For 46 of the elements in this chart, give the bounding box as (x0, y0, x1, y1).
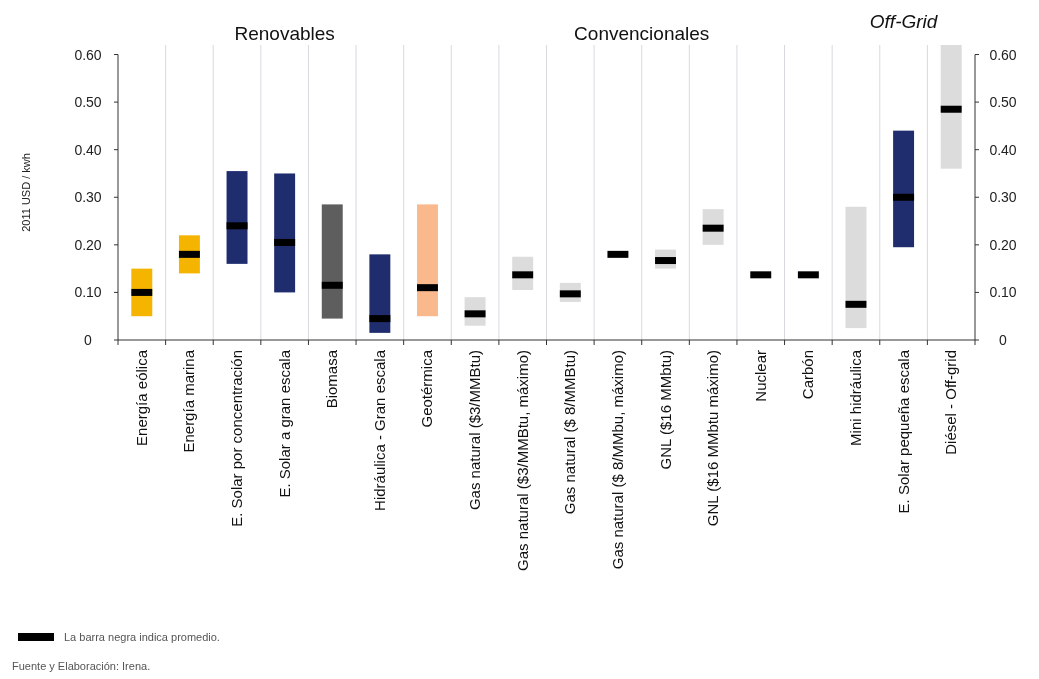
text: Off-Grid (869, 11, 939, 32)
bar (369, 254, 391, 333)
x-tick-label: E. Solar por concentración (228, 350, 246, 527)
x-tick-label: GNL ($16 MMbtu máximo) (704, 350, 722, 527)
y-tick-label: 0 (84, 332, 93, 348)
y-tick-label: 0.50 (74, 94, 102, 111)
y2-tick-label: 0.30 (989, 189, 1017, 206)
y-tick-label: 0.10 (74, 284, 102, 301)
x-tick-label: Nuclear (751, 350, 769, 402)
source-note: Fuente y Elaboración: Irena. (12, 660, 151, 672)
x-tick-label: Carbón (799, 350, 817, 400)
y2-tick-label: 0.50 (989, 94, 1017, 111)
text: Renovables (234, 23, 335, 44)
y2-tick-label: 0.20 (989, 236, 1017, 253)
text: Convencionales (574, 23, 710, 44)
x-tick-label: Energía marina (180, 349, 198, 453)
y-tick-label: 0.60 (74, 46, 102, 63)
legend-label: La barra negra indica promedio. (64, 631, 220, 643)
x-tick-label: Diésel - Off-grid (942, 350, 960, 455)
y-tick-label: 0.30 (74, 189, 102, 206)
x-tick-label: Geotérmica (418, 349, 436, 428)
bar (226, 171, 248, 264)
x-tick-label: Hidráulica - Gran escala (370, 349, 388, 511)
y2-tick-label: 0.10 (989, 284, 1017, 301)
bar (321, 204, 343, 319)
y2-tick-label: 0 (999, 332, 1008, 348)
y2-tick-label: 0.60 (989, 46, 1017, 63)
bar (893, 130, 915, 248)
x-tick-label: Gas natural ($3/MMBtu, máximo) (513, 350, 531, 571)
y-axis-title: 2011 USD / kwh (20, 153, 32, 232)
bar (940, 45, 962, 169)
x-tick-label: Biomasa (323, 349, 341, 409)
x-tick-label: E. Solar a gran escala (275, 349, 293, 498)
x-tick-label: Gas natural ($ 8/MMbu, máximo) (608, 350, 626, 570)
x-tick-label: Energía eólica (132, 349, 150, 446)
bar (274, 173, 296, 293)
x-tick-label: Mini hidráulica (846, 349, 864, 446)
y-tick-label: 0.20 (74, 236, 102, 253)
y2-tick-label: 0.40 (989, 141, 1017, 158)
x-tick-label: Gas natural ($3/MMBtu) (466, 350, 484, 511)
bar (417, 204, 438, 317)
x-tick-label: Gas natural ($ 8/MMBtu) (561, 350, 579, 515)
y-tick-label: 0.40 (74, 141, 102, 158)
x-tick-label: GNL ($16 MMbtu) (656, 350, 674, 470)
bar (845, 206, 867, 329)
x-tick-label: E. Solar pequeña escala (894, 349, 912, 514)
